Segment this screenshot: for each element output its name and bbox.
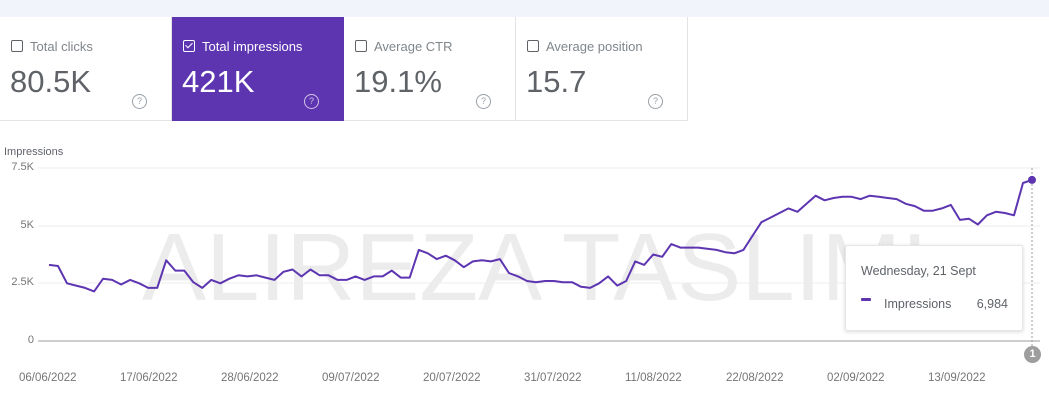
watermark: ALIREZA TASLIMI xyxy=(142,214,928,321)
impressions-line xyxy=(48,178,1033,293)
x-tick: 22/08/2022 xyxy=(726,372,784,384)
checkbox-checked-icon[interactable] xyxy=(183,40,195,52)
metric-value: 19.1% xyxy=(354,64,442,99)
metric-label: Average CTR xyxy=(374,39,453,54)
x-tick: 02/09/2022 xyxy=(827,372,885,384)
metric-label: Total impressions xyxy=(202,39,303,54)
checkbox-icon[interactable] xyxy=(11,40,23,52)
help-icon[interactable]: ? xyxy=(132,94,147,109)
y-axis-title: Impressions xyxy=(4,146,64,158)
y-tick: 5K xyxy=(20,219,34,231)
metric-card-average-ctr[interactable]: Average CTR 19.1% ? xyxy=(344,17,516,121)
tooltip-series-name: Impressions xyxy=(884,297,952,311)
metric-card-total-impressions[interactable]: Total impressions 421K ? xyxy=(172,17,344,121)
x-tick: 17/06/2022 xyxy=(120,372,178,384)
chart-tooltip: Wednesday, 21 Sept Impressions 6,984 xyxy=(845,245,1023,331)
metric-cards: Total clicks 80.5K ? Total impressions 4… xyxy=(0,17,688,121)
x-tick: 09/07/2022 xyxy=(322,372,380,384)
y-tick: 7.5K xyxy=(11,161,34,173)
metric-value: 80.5K xyxy=(10,64,92,99)
checkbox-icon[interactable] xyxy=(355,40,367,52)
metric-value: 421K xyxy=(182,64,255,99)
top-strip xyxy=(0,0,1049,17)
hover-point xyxy=(1028,175,1036,184)
metric-label: Average position xyxy=(546,39,643,54)
x-tick: 28/06/2022 xyxy=(221,372,279,384)
metric-value: 15.7 xyxy=(526,64,587,99)
x-tick: 31/07/2022 xyxy=(524,372,582,384)
tooltip-value: 6,984 xyxy=(976,297,1008,311)
help-icon[interactable]: ? xyxy=(648,94,663,109)
tooltip-date: Wednesday, 21 Sept xyxy=(861,264,976,278)
metric-card-total-clicks[interactable]: Total clicks 80.5K ? xyxy=(0,17,172,121)
series-color-key-icon xyxy=(861,298,871,301)
x-tick: 06/06/2022 xyxy=(19,372,77,384)
checkbox-icon[interactable] xyxy=(527,40,539,52)
y-tick: 2.5K xyxy=(11,276,34,288)
x-tick: 20/07/2022 xyxy=(423,372,481,384)
y-tick: 0 xyxy=(27,334,34,346)
help-icon[interactable]: ? xyxy=(476,94,491,109)
help-icon[interactable]: ? xyxy=(304,94,319,109)
annotation-marker[interactable]: 1 xyxy=(1024,346,1041,363)
x-tick: 13/09/2022 xyxy=(928,372,986,384)
metric-card-average-position[interactable]: Average position 15.7 ? xyxy=(516,17,688,121)
metric-label: Total clicks xyxy=(30,39,93,54)
x-tick: 11/08/2022 xyxy=(625,372,682,384)
